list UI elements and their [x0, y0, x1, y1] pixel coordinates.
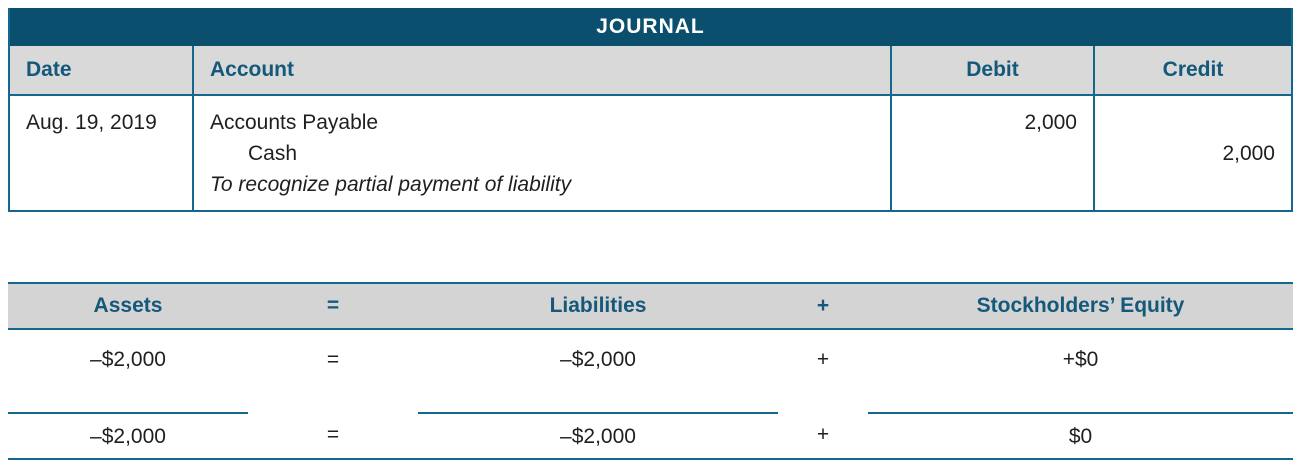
journal-col-header-date: Date: [26, 58, 72, 81]
entry-debit-amount: 2,000: [1024, 111, 1077, 134]
equation-header-assets: Assets: [93, 294, 163, 317]
entry-accounts: Accounts Payable Cash To recognize parti…: [192, 96, 890, 210]
equation-total-row: –$2,000 = –$2,000 + $0: [8, 412, 1293, 460]
change-plus-sign: +: [816, 348, 830, 371]
accounting-equation-table: Assets = Liabilities + Stockholders’ Equ…: [8, 282, 1293, 460]
equation-change-row: –$2,000 = –$2,000 + +$0: [8, 330, 1293, 412]
journal-title: JOURNAL: [10, 8, 1291, 46]
entry-debit-account: Accounts Payable: [210, 111, 379, 134]
journal-entry-row: Aug. 19, 2019 Accounts Payable Cash To r…: [10, 94, 1291, 210]
equation-header-row: Assets = Liabilities + Stockholders’ Equ…: [8, 282, 1293, 330]
journal-col-header-credit: Credit: [1093, 46, 1291, 94]
journal-col-header-account: Account: [192, 46, 890, 94]
equation-header-stockholders-equity: Stockholders’ Equity: [976, 294, 1185, 317]
change-equity-value: +$0: [1062, 348, 1099, 371]
journal-table: JOURNAL Date Account Debit Credit Aug. 1…: [8, 8, 1293, 212]
total-equals-sign: =: [326, 423, 340, 446]
equation-header-liabilities: Liabilities: [549, 294, 647, 317]
total-liabilities-value: –$2,000: [418, 412, 778, 458]
entry-memo: To recognize partial payment of liabilit…: [210, 173, 572, 196]
change-equals-sign: =: [326, 348, 340, 371]
change-liabilities-value: –$2,000: [560, 348, 636, 371]
total-equity-value: $0: [868, 412, 1293, 458]
entry-credit-amount: 2,000: [1222, 142, 1275, 165]
page: JOURNAL Date Account Debit Credit Aug. 1…: [8, 8, 1293, 460]
entry-date: Aug. 19, 2019: [26, 111, 157, 134]
total-plus-sign: +: [816, 423, 830, 446]
entry-debit-cell: 2,000: [890, 96, 1093, 210]
entry-credit-cell: 2,000: [1093, 96, 1291, 210]
journal-header-row: Date Account Debit Credit: [10, 46, 1291, 94]
change-assets-value: –$2,000: [90, 348, 166, 371]
total-assets-value: –$2,000: [8, 412, 248, 458]
equation-header-equals-sign: =: [326, 294, 340, 317]
equation-header-plus-sign: +: [816, 294, 830, 317]
journal-col-header-debit: Debit: [890, 46, 1093, 94]
entry-credit-account: Cash: [248, 142, 298, 165]
